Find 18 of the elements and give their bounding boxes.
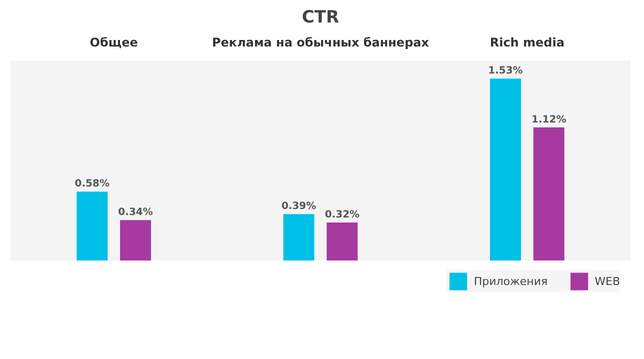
x-tick-label: Rich media xyxy=(490,36,564,50)
bar xyxy=(76,192,108,260)
bar xyxy=(283,214,314,260)
bar xyxy=(120,220,152,260)
x-tick-label: Общее xyxy=(90,36,138,50)
data-label: 0.39% xyxy=(281,201,316,212)
bar xyxy=(326,222,358,260)
data-label: 1.53% xyxy=(488,66,523,77)
data-label: 0.58% xyxy=(74,178,110,190)
bar xyxy=(490,78,521,260)
x-tick-label: Реклама на обычных баннерах xyxy=(212,36,430,50)
legend-label: WEB xyxy=(594,274,620,288)
data-label: 0.32% xyxy=(324,209,360,220)
chart-title: CTR xyxy=(302,8,340,28)
data-label: 0.34% xyxy=(118,207,153,218)
data-label: 1.12% xyxy=(532,114,566,126)
bar xyxy=(533,127,564,260)
legend-label: Приложения xyxy=(474,274,548,288)
